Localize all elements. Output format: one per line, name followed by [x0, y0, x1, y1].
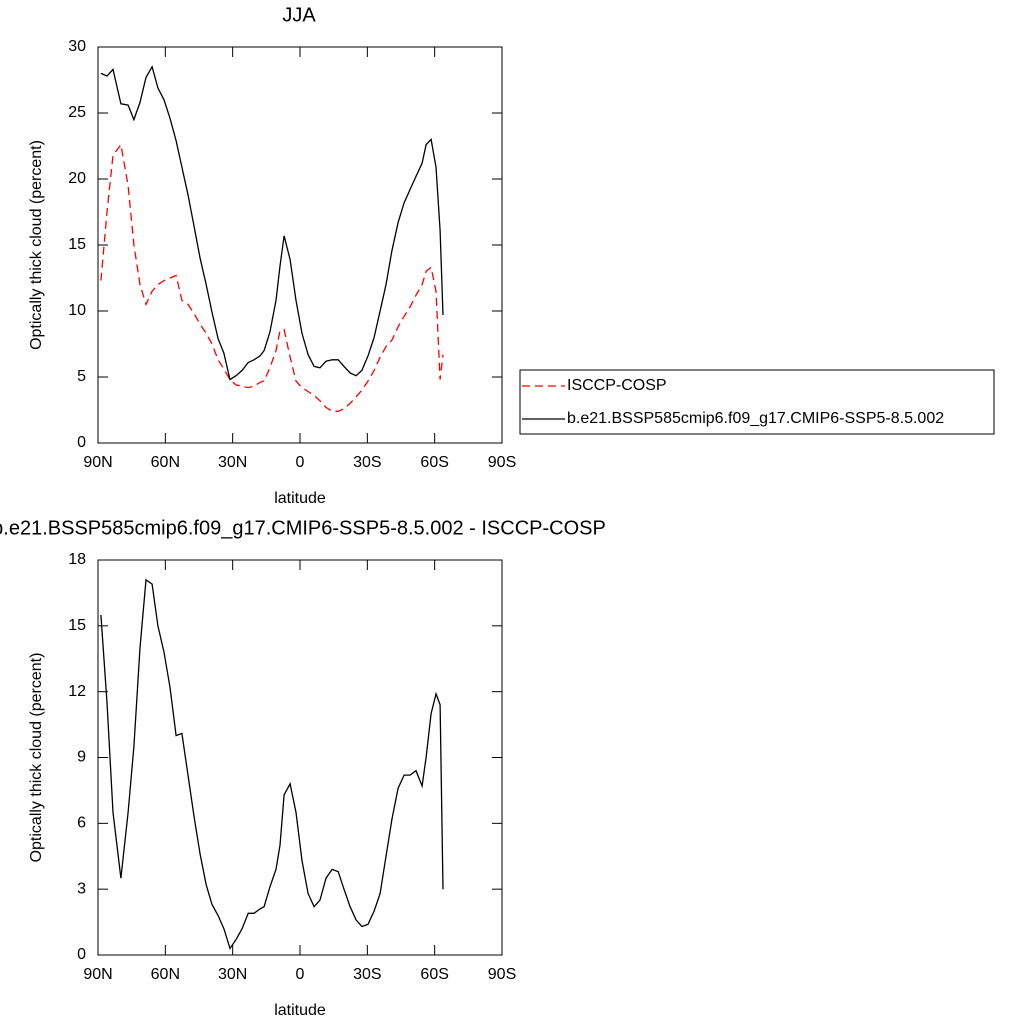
x-axis-label: latitude	[274, 490, 326, 507]
y-tick-label: 30	[68, 38, 86, 55]
y-tick-label: 15	[68, 236, 86, 253]
y-tick-label: 18	[68, 551, 86, 568]
x-tick-label: 30N	[218, 454, 247, 471]
x-tick-label: 30N	[218, 966, 247, 983]
y-tick-label: 12	[68, 683, 86, 700]
x-tick-label: 90S	[488, 966, 516, 983]
chart-title: JJA	[282, 4, 316, 26]
x-tick-label: 60S	[420, 454, 448, 471]
y-tick-label: 5	[77, 368, 86, 385]
x-tick-label: 60N	[151, 454, 180, 471]
y-tick-label: 6	[77, 815, 86, 832]
x-tick-label: 30S	[353, 454, 381, 471]
data-line	[100, 65, 444, 381]
x-tick-label: 90S	[488, 454, 516, 471]
y-axis-label: Optically thick cloud (percent)	[28, 140, 45, 350]
y-tick-label: 20	[68, 170, 86, 187]
x-tick-label: 90N	[83, 454, 112, 471]
x-tick-label: 0	[296, 454, 305, 471]
y-tick-label: 10	[68, 302, 86, 319]
x-tick-label: 90N	[83, 966, 112, 983]
data-line	[100, 578, 444, 950]
data-line	[100, 143, 444, 412]
y-axis-label: Optically thick cloud (percent)	[28, 653, 45, 863]
y-tick-label: 25	[68, 104, 86, 121]
x-tick-label: 0	[296, 966, 305, 983]
y-tick-label: 15	[68, 617, 86, 634]
x-axis-label: latitude	[274, 1002, 326, 1019]
x-tick-label: 60N	[151, 966, 180, 983]
legend-label: b.e21.BSSP585cmip6.f09_g17.CMIP6-SSP5-8.…	[567, 410, 944, 427]
chart-title: b.e21.BSSP585cmip6.f09_g17.CMIP6-SSP5-8.…	[0, 517, 606, 539]
plot-frame	[97, 46, 503, 444]
legend-box	[519, 369, 995, 435]
x-tick-label: 30S	[353, 966, 381, 983]
legend-label: ISCCP-COSP	[567, 377, 667, 394]
y-tick-label: 0	[77, 946, 86, 963]
y-tick-label: 9	[77, 749, 86, 766]
x-tick-label: 60S	[420, 966, 448, 983]
y-tick-label: 0	[77, 434, 86, 451]
y-tick-label: 3	[77, 880, 86, 897]
